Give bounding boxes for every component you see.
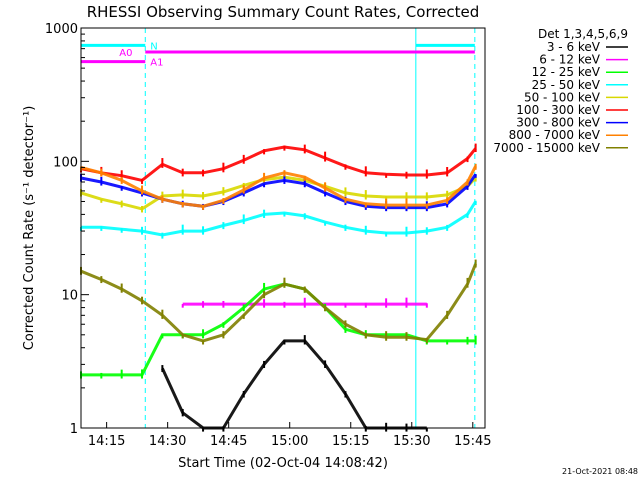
y-tick-label-1: 10	[61, 289, 78, 304]
axes: 14:15 14:30 14:45 15:00 15:15 15:30 15:45 1 10 10…	[45, 22, 492, 449]
timestamp-footer: 21-Oct-2021 08:48	[562, 467, 638, 476]
x-tick-label-4: 15:15	[332, 434, 369, 449]
legend-entry-0: 3 - 6 keV	[547, 40, 601, 54]
legend-entry-5: 100 - 300 keV	[516, 103, 600, 117]
legend-entry-2: 12 - 25 keV	[532, 65, 601, 79]
x-axis-label: Start Time (02-Oct-04 14:08:42)	[178, 456, 388, 471]
legend-entry-6: 300 - 800 keV	[516, 116, 600, 130]
legend-entry-3: 25 - 50 keV	[532, 78, 601, 92]
series-line-7	[80, 165, 477, 208]
legend-entry-8: 7000 - 15000 keV	[493, 141, 600, 155]
legend-entry-1: 6 - 12 keV	[539, 53, 601, 67]
series-line-0	[161, 339, 427, 430]
series-line-2	[81, 282, 476, 377]
legend-entry-4: 50 - 100 keV	[524, 90, 601, 104]
flag-label-a1: A1	[150, 58, 163, 69]
flag-label-n: N	[150, 41, 157, 52]
plot-area: N A0 A1	[80, 28, 477, 432]
y-tick-label-3: 1000	[45, 22, 78, 37]
chart-title: RHESSI Observing Summary Count Rates, Co…	[87, 3, 480, 21]
legend-title: Det 1,3,4,5,6,9	[538, 27, 628, 41]
y-tick-label-0: 1	[70, 422, 78, 437]
legend-entry-7: 800 - 7000 keV	[509, 128, 601, 142]
x-tick-label-2: 14:45	[210, 434, 247, 449]
x-tick-label-5: 15:30	[393, 434, 430, 449]
y-axis-label: Corrected Count Rate (s⁻¹ detector⁻¹)	[22, 106, 37, 351]
series-line-8	[80, 263, 477, 343]
x-tick-label-3: 15:00	[271, 434, 308, 449]
x-tick-label-1: 14:30	[149, 434, 186, 449]
axes-frame	[80, 27, 486, 429]
y-tick-label-2: 100	[53, 155, 78, 170]
x-tick-label-0: 14:15	[88, 434, 125, 449]
flag-label-a0: A0	[119, 48, 132, 59]
x-tick-label-6: 15:45	[454, 434, 491, 449]
